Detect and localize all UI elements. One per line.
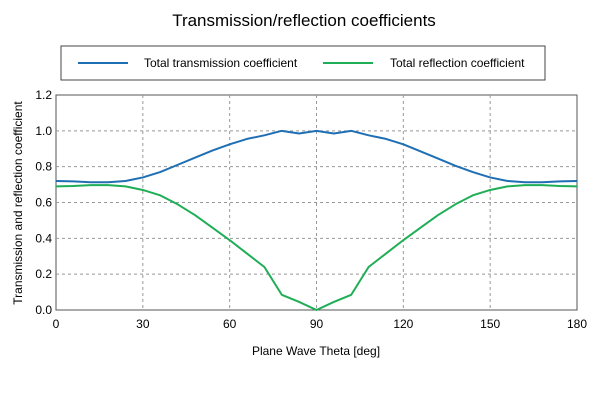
y-axis-label: Transmission and reflection coefficient (11, 101, 25, 305)
legend-label-reflection: Total reflection coefficient (390, 56, 525, 70)
x-tick-label: 90 (310, 317, 324, 331)
y-tick-label: 0.6 (35, 196, 52, 210)
x-tick-label: 180 (567, 317, 587, 331)
x-tick-label: 60 (223, 317, 237, 331)
x-tick-label: 120 (393, 317, 413, 331)
x-tick-label: 0 (53, 317, 60, 331)
y-tick-label: 1.2 (35, 88, 52, 102)
y-tick-label: 0.8 (35, 160, 52, 174)
x-tick-label: 30 (136, 317, 150, 331)
chart-title: Transmission/reflection coefficients (172, 11, 436, 30)
y-tick-label: 1.0 (35, 124, 52, 138)
y-tick-label: 0.2 (35, 267, 52, 281)
series-line-reflection (55, 184, 578, 311)
y-tick-label: 0.4 (35, 231, 52, 245)
tick-labels: 0 30 60 90 120 150 180 0.0 0.2 0.4 0.6 0.8 1.0 1.2 (35, 88, 587, 331)
legend-label-transmission: Total transmission coefficient (144, 56, 298, 70)
legend-box (60, 45, 546, 81)
y-tick-label: 0.0 (35, 303, 52, 317)
x-axis-label: Plane Wave Theta [deg] (252, 344, 380, 358)
x-tick-label: 150 (480, 317, 500, 331)
series-line-transmission (55, 129, 578, 184)
grid (56, 95, 577, 310)
series-layer (55, 129, 578, 311)
